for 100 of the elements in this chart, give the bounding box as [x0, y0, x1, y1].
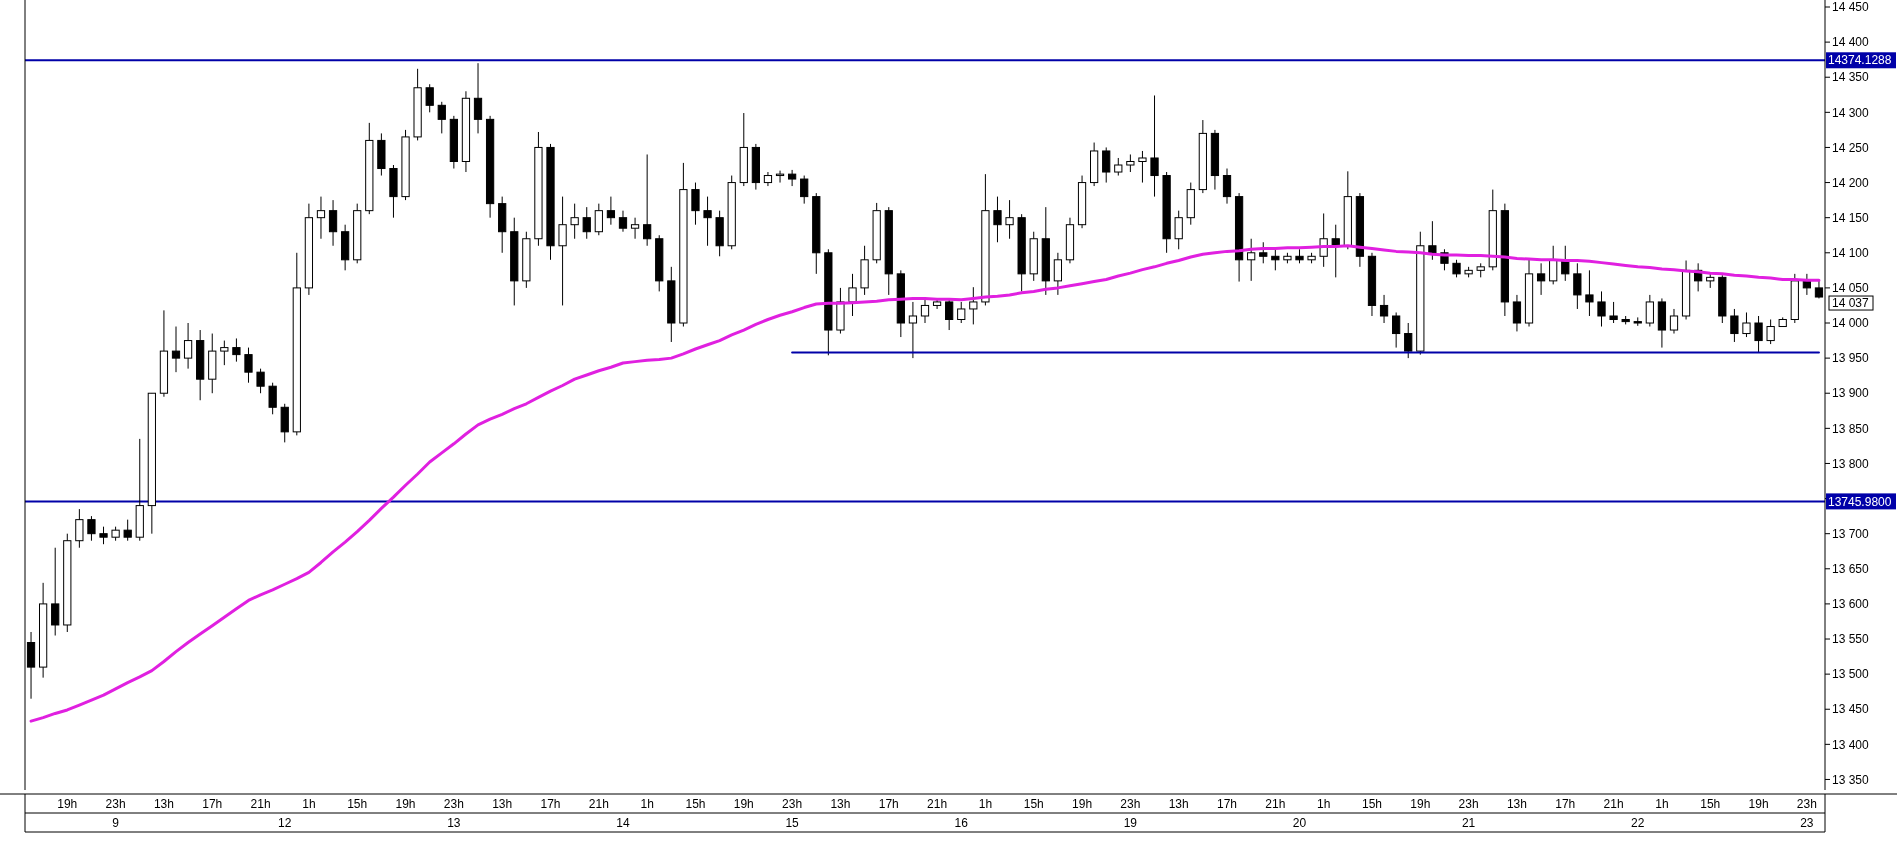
candlestick: [787, 169, 797, 187]
x-tick-label: 13h: [1168, 797, 1189, 812]
candlestick: [123, 519, 132, 542]
x-tick-label: 19h: [733, 797, 754, 812]
x-tick-label: 13h: [1506, 797, 1527, 812]
y-tick-label: 14 200: [1832, 175, 1870, 190]
x-tick-label: 14: [616, 816, 630, 831]
candlestick: [87, 515, 96, 542]
y-tick-label: 13 500: [1832, 667, 1870, 682]
x-tick-label: 1h: [1655, 797, 1669, 812]
y-tick-label: 13 950: [1832, 351, 1870, 366]
y-tick-label: 13 400: [1832, 737, 1870, 752]
x-tick-label: 17h: [1217, 797, 1238, 812]
candlestick: [993, 196, 1002, 243]
candlestick: [437, 101, 446, 134]
x-tick-label: 19h: [57, 797, 78, 812]
x-tick-label: 15h: [685, 797, 706, 812]
candlestick: [1573, 262, 1582, 310]
x-tick-label: 21h: [250, 797, 271, 812]
x-tick-label: 15h: [347, 797, 368, 812]
x-tick-label: 22: [1631, 816, 1645, 831]
y-tick-label: 13 850: [1832, 421, 1870, 436]
candlestick: [1271, 248, 1280, 271]
candlestick: [171, 326, 181, 373]
candlestick: [328, 199, 338, 247]
x-tick-label: 16: [954, 816, 969, 831]
y-tick-label: 14 450: [1832, 0, 1870, 15]
y-tick-label: 13 800: [1832, 456, 1870, 471]
x-tick-label: 23h 13: [443, 797, 464, 831]
ref-line-label: 14374.1288: [1828, 53, 1892, 68]
x-tick-label: 19h: [1072, 797, 1093, 812]
x-tick-label: 1h: [640, 797, 654, 812]
x-tick-label: 23h 21: [1458, 797, 1479, 831]
y-tick-label: 13 600: [1832, 597, 1870, 612]
candlestick: [1404, 322, 1413, 359]
x-tick-label: 13h: [492, 797, 513, 812]
candlestick: [244, 347, 253, 384]
x-tick-label: 12: [278, 816, 292, 831]
candlestick: [1585, 269, 1594, 317]
candlestick: [1053, 252, 1063, 296]
candlestick: [425, 83, 434, 113]
candlestick: [183, 322, 193, 370]
text: 14 037: [1832, 296, 1870, 311]
candlestick: [1247, 238, 1256, 282]
candlestick: [1742, 311, 1751, 338]
y-tick-label: 14 350: [1832, 70, 1870, 85]
y-tick-label: 13 650: [1832, 561, 1870, 576]
candlestick: [558, 196, 567, 306]
x-tick-label: 1h: [978, 797, 993, 812]
candlestick: [691, 182, 700, 226]
x-tick-label: 15h: [1023, 797, 1044, 812]
candlestick: [1138, 150, 1147, 184]
candlestick: [570, 203, 579, 240]
candlestick: [1102, 146, 1111, 184]
x-tick-label: 21h: [588, 797, 609, 812]
candlestick: [232, 337, 241, 363]
candlestick: [582, 206, 591, 240]
candlestick: [1730, 308, 1739, 343]
candlestick: [1597, 290, 1606, 328]
y-tick-label: 14 050: [1832, 281, 1870, 296]
x-tick-label: 13h: [830, 797, 851, 812]
x-tick-label: 15h: [1700, 797, 1721, 812]
y-tick-label: 13 700: [1832, 526, 1870, 541]
x-tick-label: 13h: [153, 797, 174, 812]
x-tick-label: 23h 23: [1796, 797, 1817, 831]
candlestick: [1174, 210, 1183, 250]
x-tick-label: 1h: [302, 797, 316, 812]
x-tick-label: 19h: [1748, 797, 1769, 812]
x-tick-label: 21h: [1603, 797, 1624, 812]
candlestick: [1331, 224, 1340, 278]
candlestick: [1645, 294, 1654, 328]
y-tick-label: 14 150: [1832, 210, 1870, 225]
candlestick: [473, 62, 483, 134]
candlestick: [1259, 241, 1268, 264]
candlestick: [957, 301, 966, 324]
candlestick: [1754, 315, 1763, 353]
candlestick: [75, 508, 84, 549]
candlestick: [1536, 262, 1546, 296]
candlestick: [1512, 294, 1522, 332]
candlestick: [594, 203, 603, 236]
y-tick-label: 14 400: [1832, 35, 1870, 50]
y-tick-label: 14 000: [1832, 316, 1870, 331]
x-tick-label: 21h: [927, 797, 948, 812]
y-tick-label: 14 300: [1832, 105, 1870, 120]
candlestick: [268, 382, 277, 415]
x-tick-label: 1h: [1316, 797, 1331, 812]
candlestick: [1379, 294, 1389, 324]
x-tick-label: 17h: [878, 797, 899, 812]
y-tick-label: 13 550: [1832, 632, 1870, 647]
candlestick: [1392, 311, 1401, 349]
x-tick-label: 17h: [540, 797, 561, 812]
candlestick: [1766, 319, 1775, 345]
candlestick: [256, 368, 265, 394]
y-tick-label: 14 100: [1832, 245, 1870, 260]
x-tick-label: 21h: [1265, 797, 1286, 812]
candlestick: [643, 153, 652, 247]
y-tick-label: 13 900: [1832, 386, 1870, 401]
candlestick: [51, 547, 60, 637]
candlestick: [800, 175, 809, 205]
candlestick: [316, 196, 326, 240]
